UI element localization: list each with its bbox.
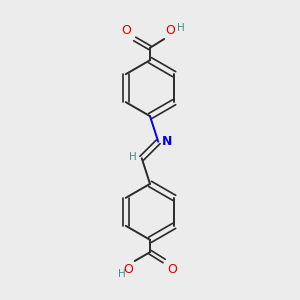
Text: O: O [123, 263, 133, 276]
Text: O: O [121, 24, 131, 37]
Text: O: O [166, 24, 176, 37]
Text: N: N [162, 135, 172, 148]
Text: H: H [118, 269, 125, 279]
Text: H: H [176, 22, 184, 32]
Text: O: O [168, 263, 178, 276]
Text: H: H [129, 152, 136, 162]
